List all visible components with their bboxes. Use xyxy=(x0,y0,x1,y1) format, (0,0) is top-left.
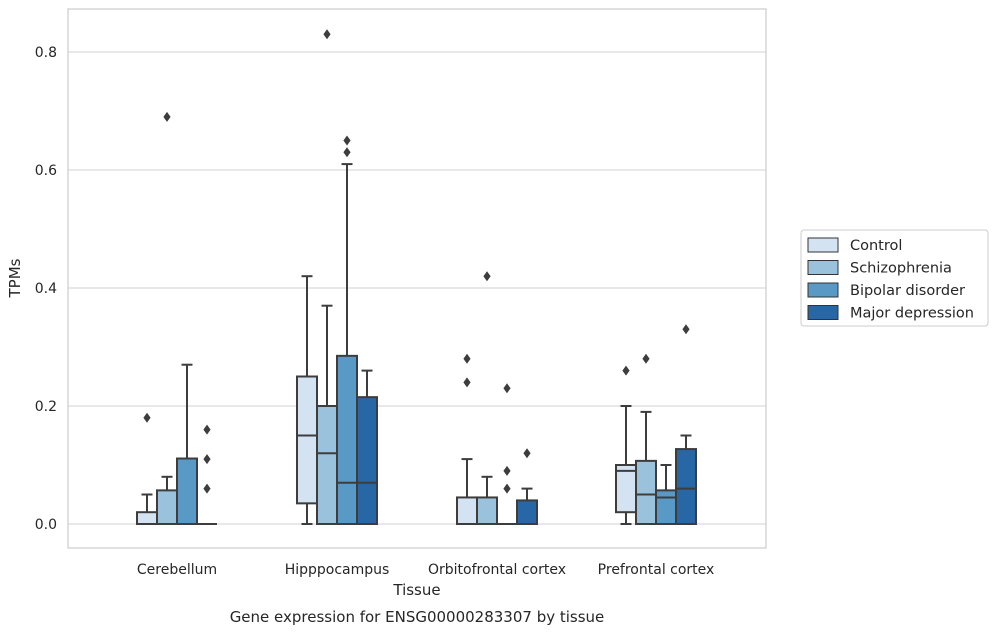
box-iqr xyxy=(615,464,637,514)
series-schizophrenia xyxy=(156,29,657,526)
legend-label: Schizophrenia xyxy=(850,261,952,277)
outlier-point xyxy=(503,383,511,394)
legend-item-schizophrenia: Schizophrenia xyxy=(807,260,952,277)
legend-item-bipolar-disorder: Bipolar disorder xyxy=(807,282,965,299)
box-orbitofrontal-cortex-bipolar-disorder xyxy=(497,383,517,525)
box-prefrontal-cortex-bipolar-disorder xyxy=(655,464,677,525)
y-tick-label: 0.2 xyxy=(35,399,57,415)
outlier-point xyxy=(642,353,650,364)
outlier-point xyxy=(503,483,511,494)
box-hipppocampus-schizophrenia xyxy=(316,29,338,525)
x-axis-label: Tissue xyxy=(392,581,440,599)
box-iqr xyxy=(356,396,378,525)
box-prefrontal-cortex-control xyxy=(615,365,637,525)
box-series xyxy=(136,29,697,526)
box-cerebellum-major-depression xyxy=(197,424,217,525)
gridlines xyxy=(68,51,766,525)
y-tick-label: 0.0 xyxy=(35,517,57,533)
outlier-point xyxy=(323,29,331,40)
box-iqr xyxy=(136,511,158,526)
plot-area-frame xyxy=(67,8,767,549)
series-bipolar-disorder xyxy=(176,135,677,526)
x-tick-label: Cerebellum xyxy=(137,562,217,578)
x-tick-label: Prefrontal cortex xyxy=(598,562,715,578)
legend-swatch xyxy=(807,237,839,253)
y-tick-label: 0.8 xyxy=(35,45,57,61)
outlier-point xyxy=(163,111,171,122)
x-tick-label: Hipppocampus xyxy=(285,562,390,578)
series-control xyxy=(136,275,637,526)
box-hipppocampus-bipolar-disorder xyxy=(336,135,358,525)
box-iqr xyxy=(176,457,198,526)
box-iqr xyxy=(516,499,538,525)
legend-item-control: Control xyxy=(807,237,902,254)
outlier-point xyxy=(203,483,211,494)
box-iqr xyxy=(296,375,318,505)
box-hipppocampus-major-depression xyxy=(356,369,378,525)
box-iqr xyxy=(635,459,657,525)
box-prefrontal-cortex-major-depression xyxy=(675,324,697,526)
box-iqr xyxy=(316,405,338,525)
box-iqr xyxy=(456,496,478,526)
legend-swatch xyxy=(807,305,839,320)
box-orbitofrontal-cortex-schizophrenia xyxy=(476,271,498,526)
outlier-point xyxy=(523,448,531,459)
outlier-point xyxy=(203,424,211,435)
box-cerebellum-control xyxy=(136,412,158,526)
series-major-depression xyxy=(197,324,697,526)
y-tick-label: 0.4 xyxy=(35,281,57,297)
outlier-point xyxy=(622,365,630,376)
legend-frame xyxy=(800,229,989,327)
legend-label: Control xyxy=(850,238,902,254)
box-cerebellum-schizophrenia xyxy=(156,111,178,525)
y-tick-label: 0.6 xyxy=(35,163,57,179)
y-axis-ticks: 0.0 0.2 0.4 0.6 0.8 xyxy=(35,45,57,533)
legend-swatch xyxy=(807,282,839,298)
chart-title: Gene expression for ENSG00000283307 by t… xyxy=(230,608,605,626)
outlier-point xyxy=(483,271,491,282)
outlier-point xyxy=(463,377,471,388)
legend-item-major-depression: Major depression xyxy=(807,305,974,322)
box-iqr xyxy=(476,496,498,526)
box-iqr xyxy=(336,354,358,525)
box-iqr xyxy=(655,489,677,525)
x-tick-label: Orbitofrontal cortex xyxy=(428,562,566,578)
box-cerebellum-bipolar-disorder xyxy=(176,363,198,526)
outlier-point xyxy=(343,147,351,158)
legend-label: Bipolar disorder xyxy=(850,283,965,299)
outlier-point xyxy=(463,353,471,364)
box-orbitofrontal-cortex-major-depression xyxy=(516,448,538,525)
legend-swatch xyxy=(807,260,839,275)
box-hipppocampus-control xyxy=(296,275,318,525)
legend-label: Major depression xyxy=(850,306,974,322)
x-axis-ticks: Cerebellum Hipppocampus Orbitofrontal cort… xyxy=(137,562,714,578)
box-prefrontal-cortex-schizophrenia xyxy=(635,353,657,525)
box-iqr xyxy=(156,489,178,525)
outlier-point xyxy=(203,454,211,465)
y-axis-label: TPMs xyxy=(6,258,24,298)
outlier-point xyxy=(343,135,351,146)
legend: Control Schizophrenia Bipolar disorder Majo… xyxy=(800,229,989,327)
box-orbitofrontal-cortex-control xyxy=(456,353,478,526)
outlier-point xyxy=(682,324,690,335)
outlier-point xyxy=(143,412,151,423)
outlier-point xyxy=(503,465,511,476)
box-iqr xyxy=(675,448,697,526)
